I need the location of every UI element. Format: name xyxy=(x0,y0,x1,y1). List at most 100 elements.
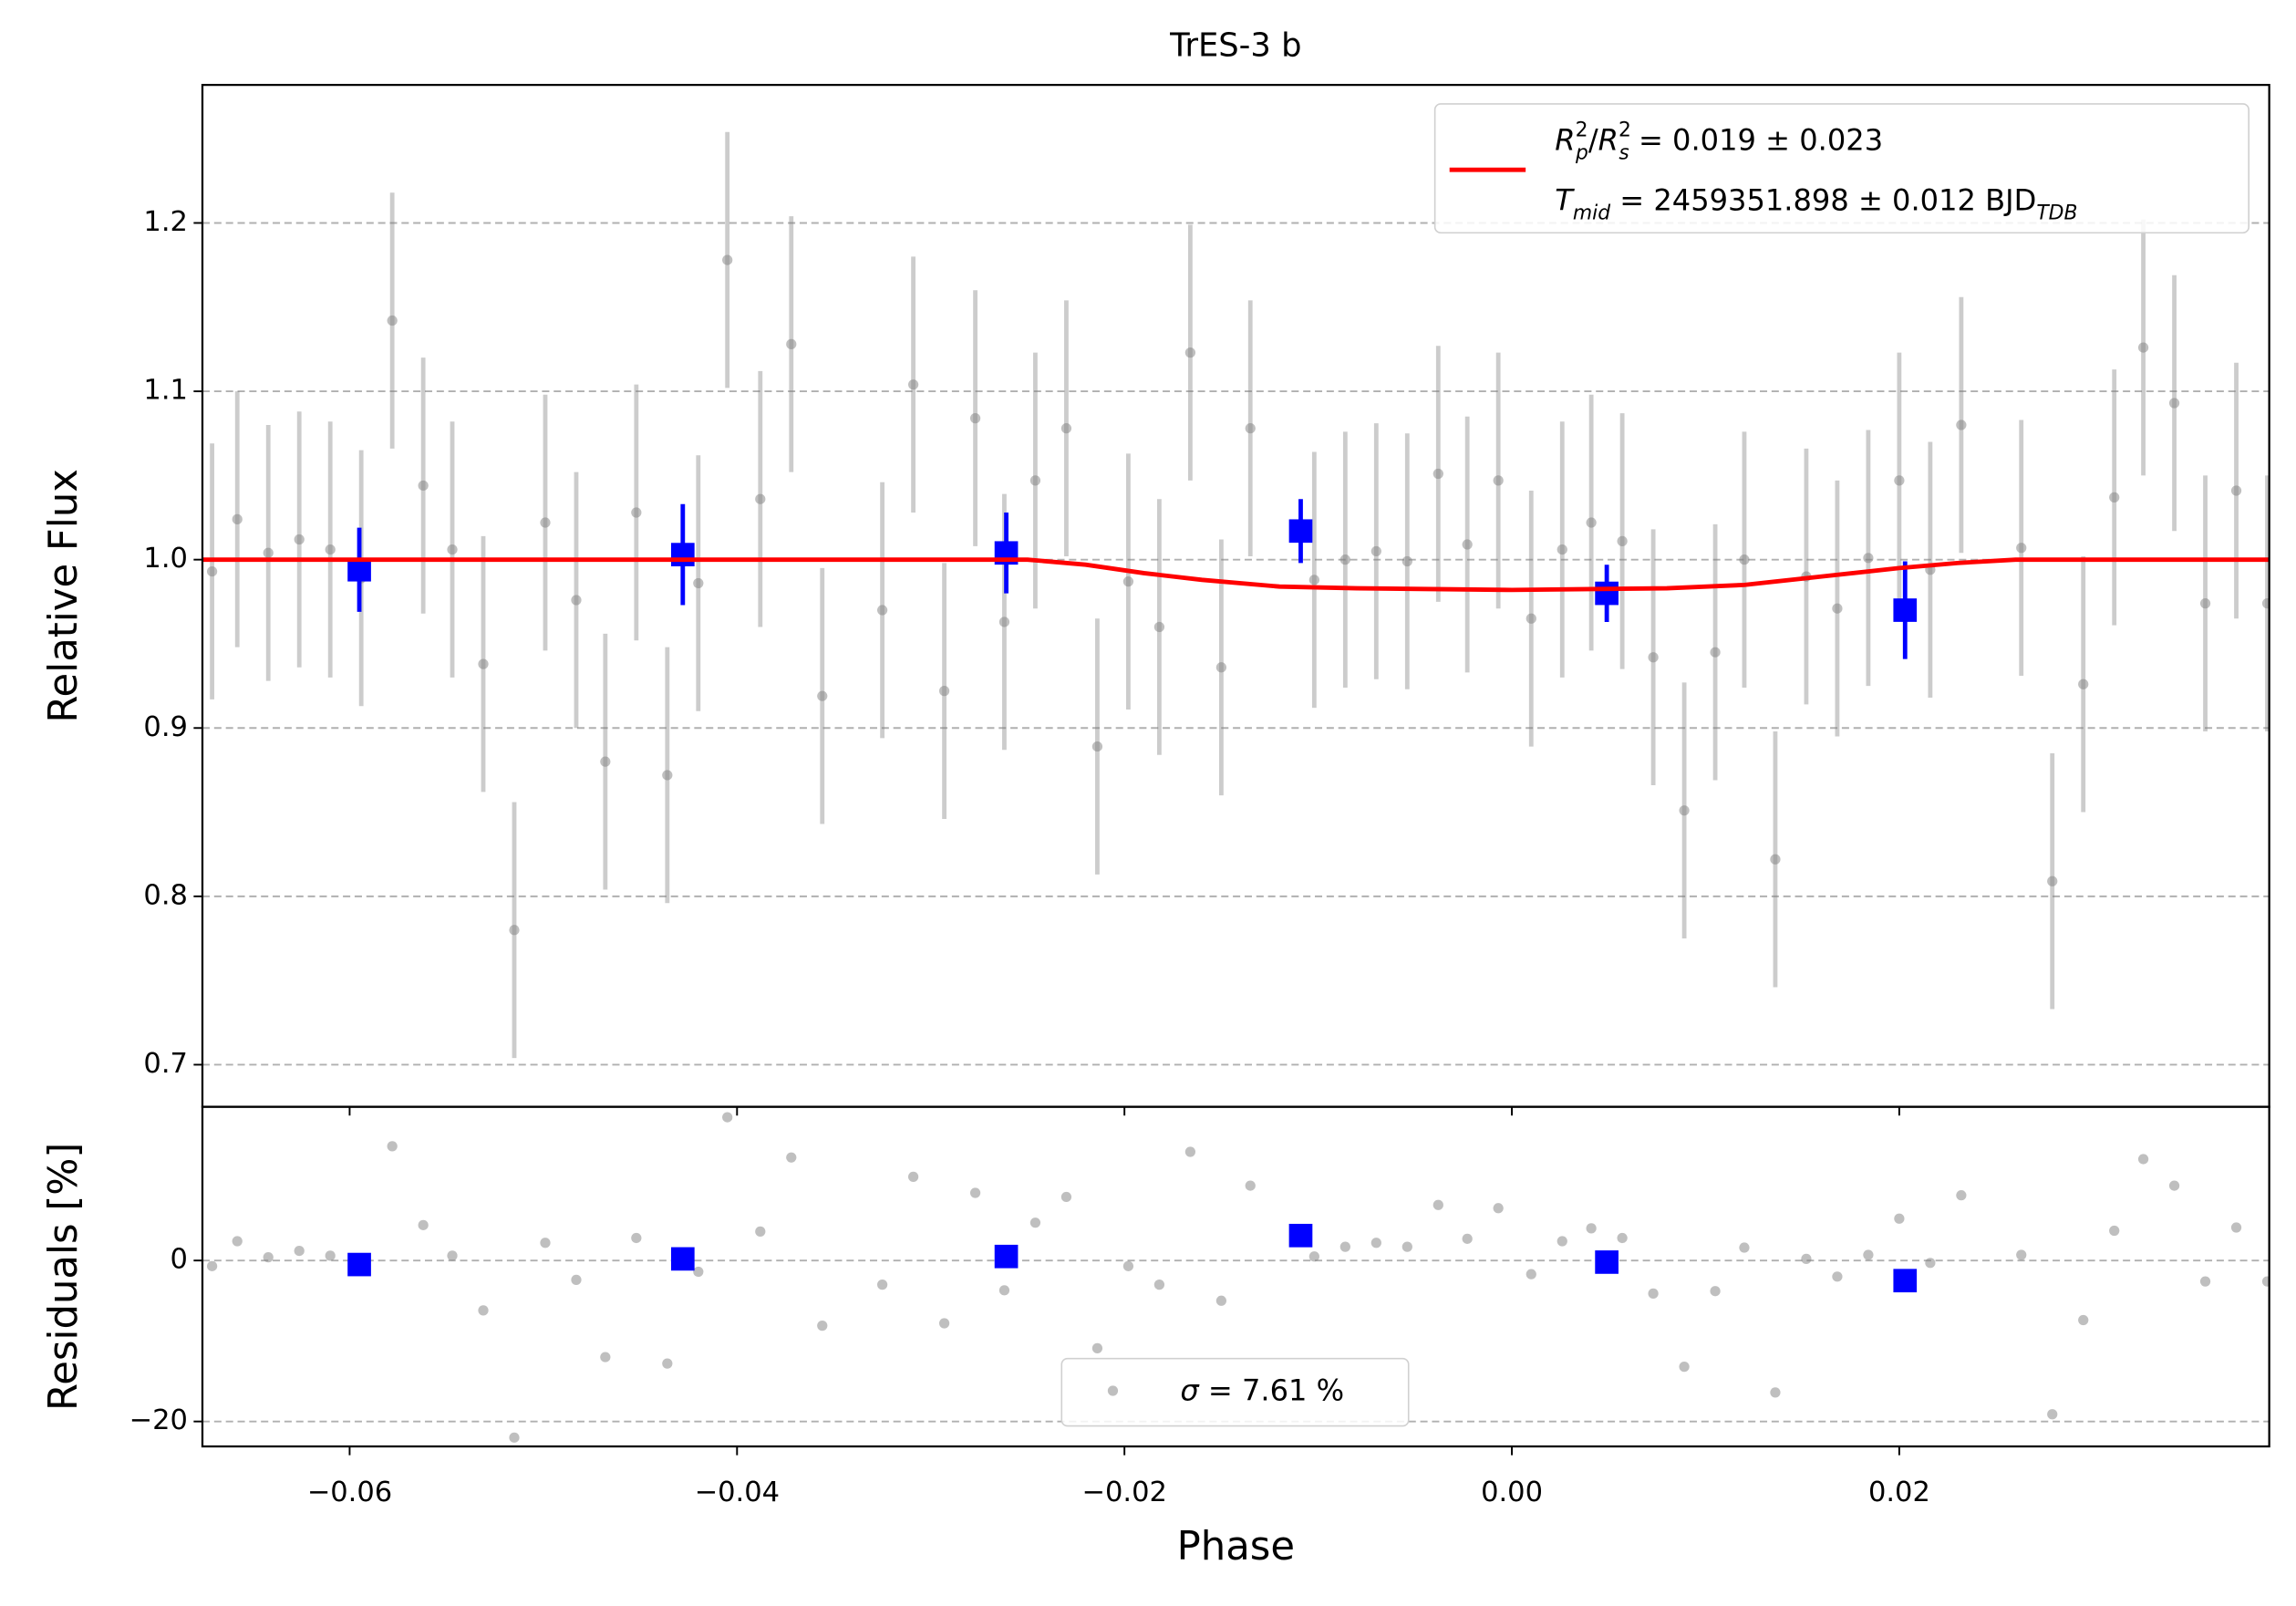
legend-text: T xyxy=(1555,183,1575,218)
data-point xyxy=(600,1352,611,1363)
y-tick-label: 0.7 xyxy=(143,1048,188,1080)
data-point xyxy=(387,1141,398,1152)
data-point xyxy=(540,517,551,528)
data-point xyxy=(1710,647,1721,658)
data-point xyxy=(786,1152,797,1163)
x-tick-label: −0.06 xyxy=(307,1476,392,1508)
data-point xyxy=(1493,1203,1504,1214)
legend-text: mid xyxy=(1573,202,1610,224)
data-point xyxy=(2168,1180,2180,1191)
data-point xyxy=(1308,1251,1319,1262)
legend-label: R2 p/R2 s = 0.019 ± 0.023 xyxy=(1555,119,1883,164)
data-point xyxy=(1462,1233,1473,1244)
data-point xyxy=(2137,342,2149,353)
y-axis-label: Residuals [%] xyxy=(41,1143,87,1411)
x-axis-label: Phase xyxy=(1177,1524,1295,1570)
legend-text: = 0.019 ± 0.023 xyxy=(1629,123,1883,158)
legend-label: Tmid = 2459351.898 ± 0.012 BJDTDB xyxy=(1555,183,2077,224)
binned-point xyxy=(1288,519,1313,544)
data-point xyxy=(263,1252,274,1263)
data-point xyxy=(2199,1276,2211,1287)
data-point xyxy=(418,480,429,492)
data-point xyxy=(786,338,797,350)
data-point xyxy=(1801,1253,1812,1265)
data-point xyxy=(1215,662,1227,673)
binned-point xyxy=(1288,1223,1313,1248)
data-point xyxy=(571,1274,582,1285)
binned-point xyxy=(1893,598,1918,622)
data-point xyxy=(969,1187,981,1198)
data-point xyxy=(478,1305,489,1316)
data-point xyxy=(1184,1146,1196,1157)
y-tick-label: 0.8 xyxy=(143,879,188,911)
data-point xyxy=(1060,1191,1072,1203)
x-tick-label: −0.04 xyxy=(695,1476,780,1508)
data-point xyxy=(1956,1190,1967,1201)
legend-text: σ xyxy=(1180,1373,1200,1408)
data-point xyxy=(2078,1314,2089,1326)
data-point xyxy=(1648,1288,1659,1299)
data-point xyxy=(1122,1260,1134,1271)
data-point xyxy=(1894,1213,1905,1224)
data-point xyxy=(325,1250,336,1261)
legend-text: R xyxy=(1555,123,1575,158)
data-point xyxy=(631,507,642,518)
data-point xyxy=(206,1260,218,1271)
data-point xyxy=(1401,555,1412,567)
data-point xyxy=(1710,1286,1721,1297)
data-point xyxy=(817,1321,828,1331)
data-point xyxy=(1956,420,1967,430)
data-point xyxy=(877,605,888,616)
data-point xyxy=(998,616,1010,627)
data-point xyxy=(1894,475,1905,486)
data-point xyxy=(1060,423,1072,434)
data-point xyxy=(1153,621,1165,633)
data-point xyxy=(571,595,582,606)
data-point xyxy=(1525,1269,1536,1280)
data-point xyxy=(509,1432,520,1443)
binned-point xyxy=(1893,1269,1918,1293)
binned-point xyxy=(347,1252,371,1277)
data-point xyxy=(817,690,828,701)
data-point xyxy=(938,686,950,697)
data-point xyxy=(2078,679,2089,689)
data-point xyxy=(1617,1232,1628,1244)
data-point xyxy=(1739,1242,1750,1253)
data-point xyxy=(1029,1217,1041,1228)
y-tick-label: −20 xyxy=(129,1404,188,1436)
legend-text: 2 xyxy=(1576,119,1588,141)
data-point xyxy=(418,1219,429,1230)
y-tick-label: 1.2 xyxy=(143,206,188,238)
data-point xyxy=(2137,1154,2149,1165)
data-point xyxy=(1462,539,1473,550)
data-point xyxy=(325,544,336,555)
data-point xyxy=(1432,468,1443,480)
data-point xyxy=(232,513,243,524)
data-point xyxy=(1770,1387,1781,1398)
data-point xyxy=(2199,598,2211,609)
data-point xyxy=(1184,347,1196,358)
data-point xyxy=(1863,553,1874,564)
data-point xyxy=(662,1358,673,1369)
y-tick-label: 0.9 xyxy=(143,711,188,743)
data-point xyxy=(2109,492,2120,503)
plot-area xyxy=(202,131,2270,1059)
data-point xyxy=(540,1238,551,1249)
data-point xyxy=(1432,1199,1443,1210)
data-point xyxy=(1586,1223,1597,1234)
plot-area xyxy=(206,1112,2270,1443)
x-tick-label: 0.02 xyxy=(1868,1476,1930,1508)
data-point xyxy=(387,315,398,326)
data-point xyxy=(478,658,489,669)
data-point xyxy=(1925,1258,1936,1269)
legend-text: 2 xyxy=(1619,119,1631,141)
legend-text: R xyxy=(1598,123,1619,158)
data-point xyxy=(1679,1362,1690,1373)
y-tick-label: 0 xyxy=(171,1244,188,1276)
data-point xyxy=(722,254,733,265)
data-point xyxy=(1739,554,1750,565)
legend-label: σ = 7.61 % xyxy=(1180,1373,1344,1408)
legend-text: p xyxy=(1575,141,1588,164)
legend-text: / xyxy=(1588,123,1598,158)
